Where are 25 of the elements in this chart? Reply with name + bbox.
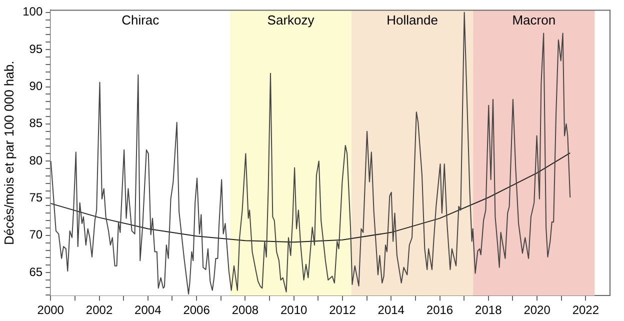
- y-tick-label: 65: [29, 264, 43, 279]
- band-label: Hollande: [386, 12, 438, 28]
- x-tick-label: 2020: [524, 303, 551, 318]
- y-tick-label: 70: [29, 228, 43, 242]
- x-tick-label: 2022: [572, 303, 600, 318]
- x-tick-label: 2000: [37, 303, 64, 318]
- band-label: Sarkozy: [267, 12, 315, 28]
- y-tick-label: 95: [29, 42, 43, 56]
- x-tick-label: 2014: [378, 303, 405, 318]
- band-label: Chirac: [122, 12, 160, 28]
- band-label: Macron: [512, 12, 556, 28]
- y-tick-label: 90: [29, 79, 43, 94]
- x-tick-label: 2006: [183, 303, 210, 318]
- x-tick-label: 2016: [426, 303, 454, 318]
- y-tick-label: 80: [29, 153, 43, 168]
- x-tick-label: 2004: [134, 303, 162, 318]
- x-tick-label: 2008: [232, 303, 259, 318]
- y-tick-label: 100: [22, 4, 43, 19]
- x-tick-label: 2010: [280, 303, 308, 318]
- x-tick-label: 2002: [86, 303, 113, 318]
- x-tick-label: 2018: [475, 303, 502, 318]
- y-axis-title: Décès/mois et par 100 000 hab.: [1, 60, 16, 246]
- y-tick-label: 75: [29, 190, 43, 205]
- x-tick-label: 2012: [329, 303, 356, 318]
- y-tick-label: 85: [29, 116, 43, 130]
